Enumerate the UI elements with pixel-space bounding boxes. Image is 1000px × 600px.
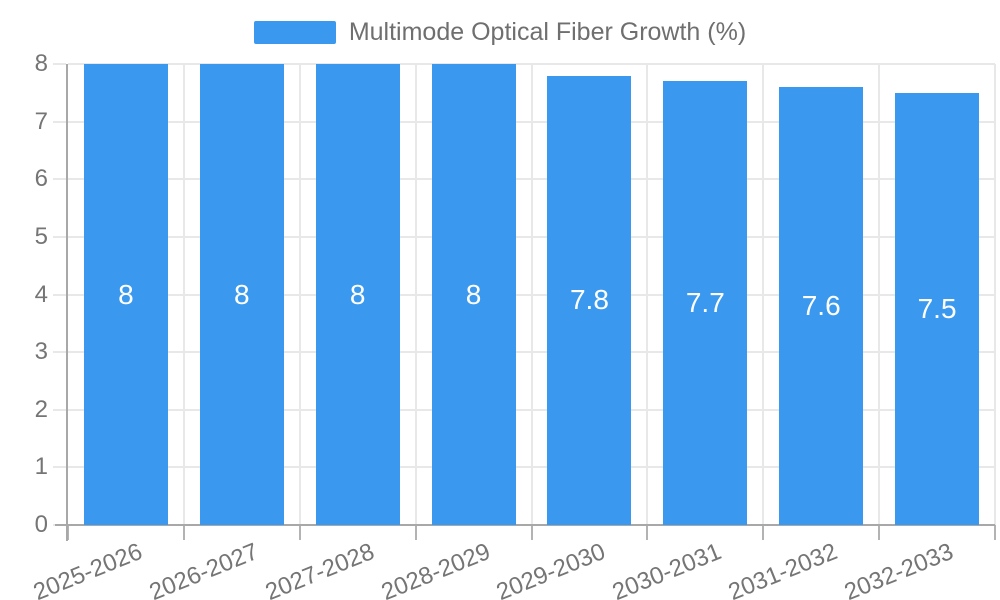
y-axis-label: 7 [34,107,48,135]
x-tick [646,525,649,540]
legend-item[interactable]: Multimode Optical Fiber Growth (%) [253,17,747,47]
y-tick [53,408,66,411]
x-tick [67,525,69,540]
chart-legend: Multimode Optical Fiber Growth (%) [0,17,1000,47]
x-tick [994,525,996,540]
y-tick [53,293,66,296]
x-gridline [994,64,996,525]
x-gridline [762,64,765,525]
legend-swatch [253,20,336,44]
bar-2026-2027[interactable] [199,64,284,525]
x-tick [878,525,881,540]
y-tick [53,466,66,469]
y-tick [53,120,66,123]
x-tick [414,525,417,540]
x-gridline [646,64,649,525]
y-axis-label: 5 [34,222,48,250]
plot-area: 0 1 2 3 4 5 6 7 8 8 2025-2026 8 2026-2027 8 2027-2028 8… [30,52,996,600]
y-tick [53,63,66,65]
y-axis-label: 2 [34,395,48,423]
x-axis-line [55,524,995,526]
bar-2030-2031[interactable] [663,81,748,525]
bar-2032-2033[interactable] [895,92,980,525]
bar-2025-2026[interactable] [83,64,168,525]
x-tick [298,525,301,540]
y-tick [53,178,66,181]
bar-2028-2029[interactable] [431,64,516,525]
x-gridline [530,64,533,525]
y-axis-label: 1 [34,453,48,481]
bar-2029-2030[interactable] [547,75,632,525]
y-axis-label: 0 [34,511,48,538]
x-gridline [182,64,185,525]
x-gridline [878,64,881,525]
x-gridline [298,64,301,525]
y-axis-label: 3 [34,338,48,366]
y-axis-label: 8 [34,50,48,77]
y-tick [53,235,66,238]
x-gridline [414,64,417,525]
y-tick [53,351,66,354]
x-tick [182,525,185,540]
x-tick [762,525,765,540]
x-tick [530,525,533,540]
legend-label: Multimode Optical Fiber Growth (%) [348,18,747,46]
y-axis-line [66,64,68,541]
y-axis-label: 6 [34,165,48,193]
y-axis-label: 4 [34,280,48,308]
bar-2027-2028[interactable] [315,64,400,525]
bar-2031-2032[interactable] [779,87,864,525]
